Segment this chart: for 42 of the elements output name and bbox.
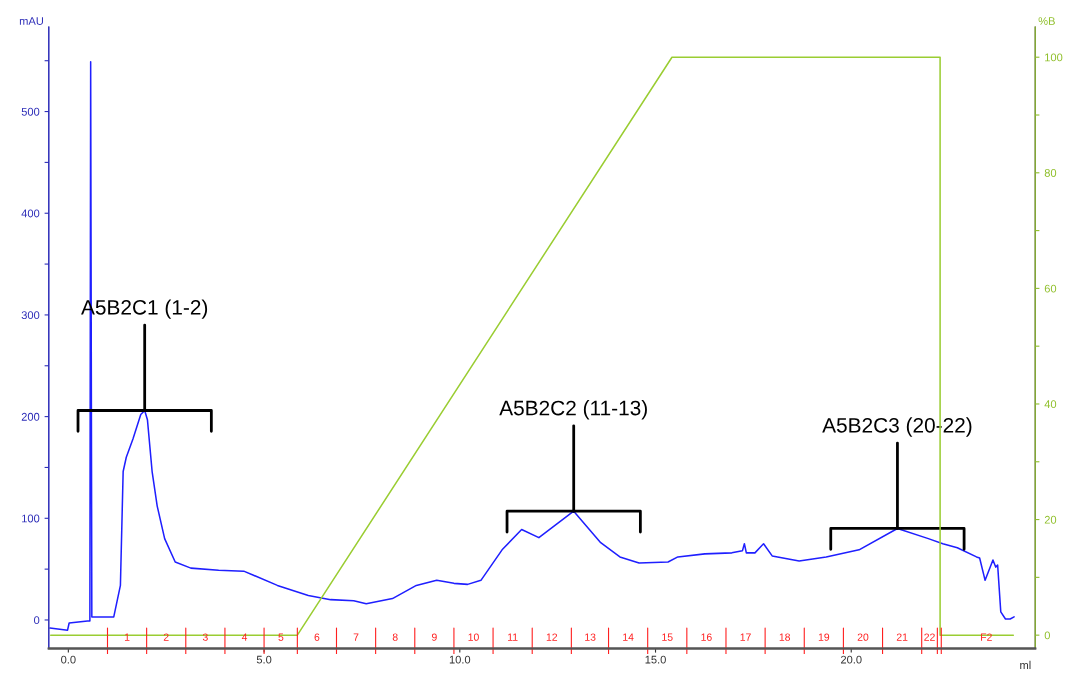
y2-tick-label: 60	[1044, 284, 1057, 293]
x2-tick-label: 2	[163, 633, 169, 641]
x2-tick-label: 4	[241, 633, 248, 641]
y2-tick-label: 100	[1045, 53, 1063, 62]
y-tick-label: 500	[21, 107, 40, 116]
x2-tick-label: 21	[896, 633, 908, 641]
x2-tick-label: 11	[508, 633, 518, 641]
x-tick-label: 15.0	[645, 655, 666, 664]
y-tick-label: 0	[34, 616, 40, 625]
x2-tick-label: 3	[202, 633, 208, 641]
x2-tick-label: 22	[924, 633, 935, 641]
x-tick-label: 0.0	[61, 655, 76, 664]
x2-tick-label: 6	[314, 633, 320, 641]
annotation: A5B2C2 (11-13)	[499, 400, 647, 420]
y2-axis-title: %B	[1038, 17, 1055, 25]
y-tick-label: 100	[22, 514, 40, 523]
x2-tick-label: 10	[468, 633, 479, 641]
x2-tick-label: 18	[779, 633, 791, 641]
x-tick-label: 10.0	[449, 655, 471, 664]
x2-tick-label: 17	[740, 633, 751, 641]
x2-tick-label: 20	[857, 633, 869, 641]
x-tick-label: 5.0	[256, 655, 272, 664]
x2-tick-label: 12	[546, 633, 558, 641]
y2-tick-label: 0	[1044, 631, 1050, 640]
x2-tick-label: 1	[124, 633, 130, 641]
y-tick-label: 300	[21, 311, 40, 320]
x2-tick-label: 16	[701, 633, 712, 641]
y-axis-title: mAU	[19, 17, 43, 25]
x2-tick-label: 9	[431, 633, 437, 641]
x2-tick-label: 19	[818, 633, 830, 641]
x2-tick-label: 7	[353, 633, 359, 641]
x2-tick-label: 13	[585, 633, 596, 641]
y2-tick-label: 40	[1044, 400, 1057, 409]
x-tick-label: 20.0	[840, 655, 862, 664]
x2-tick-label: 8	[392, 633, 398, 641]
y-tick-label: 400	[21, 209, 40, 218]
y2-tick-label: 80	[1044, 169, 1057, 177]
y-tick-label: 200	[21, 412, 40, 421]
x2-tick-label: 14	[623, 633, 634, 641]
x2-tick-label: 15	[662, 633, 673, 641]
y2-tick-label: 20	[1044, 515, 1057, 524]
x-axis-title: ml	[1020, 660, 1031, 669]
